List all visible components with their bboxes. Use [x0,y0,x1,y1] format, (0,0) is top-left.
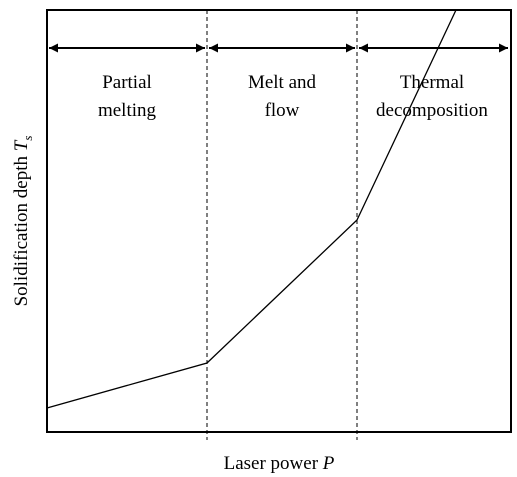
x-axis-label: Laser power P [224,453,335,474]
trend-line [46,9,457,409]
y-axis-subscript: s [20,136,35,141]
y-axis-label: Solidification depth Ts [11,136,35,307]
region-label: decomposition [376,100,488,121]
region-label: Thermal [400,72,464,93]
region-label: melting [98,100,157,121]
region-label: Partial [102,72,152,93]
x-axis-variable: P [322,453,335,474]
region-label: flow [265,100,300,121]
y-axis-variable: T [11,139,32,151]
x-axis-text: Laser power [224,453,319,474]
plot-frame [46,9,512,433]
region-label: Melt and [248,72,317,93]
y-axis-text: Solidification depth [11,156,32,307]
